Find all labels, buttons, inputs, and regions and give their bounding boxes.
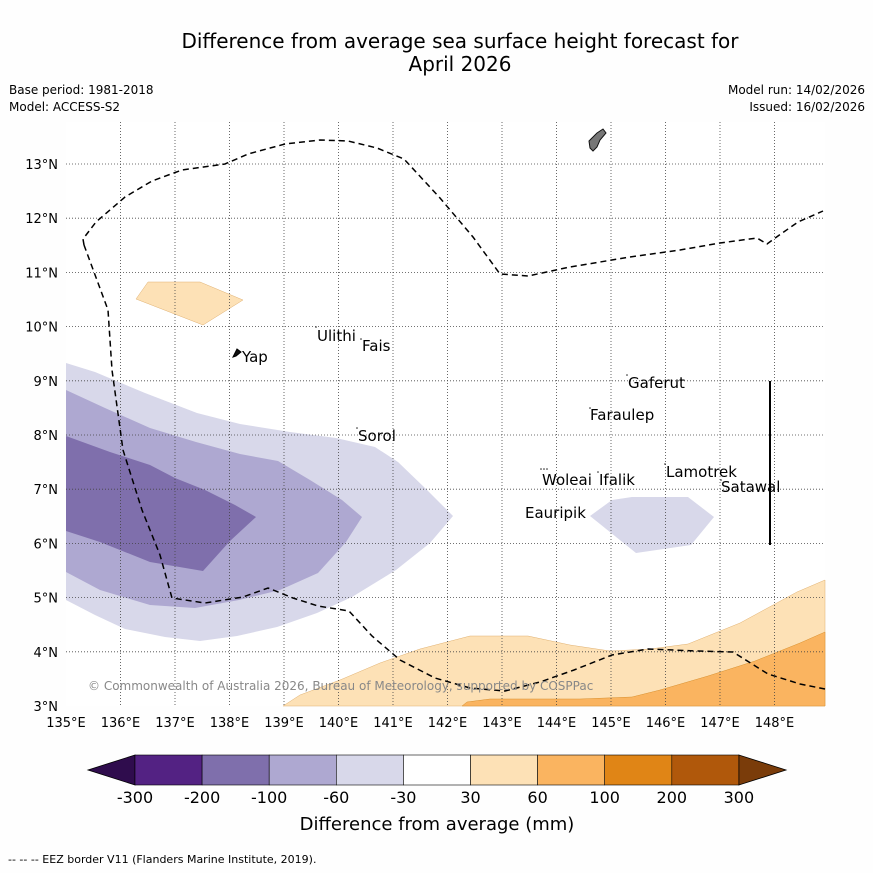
- chart-title-line2: April 2026: [408, 52, 512, 76]
- contour-minus30-east: [590, 497, 714, 553]
- lon-tick-label: 140°E: [319, 716, 359, 731]
- yap-island: [232, 348, 242, 358]
- model-run-label: Model run: 14/02/2026: [727, 83, 865, 97]
- eez-legend-footer: -- -- -- EEZ border V11 (Flanders Marine…: [8, 853, 317, 866]
- lon-tick-label: 141°E: [373, 716, 413, 731]
- colorbar-segment: [604, 754, 673, 786]
- latitude-labels: 3°N 4°N 5°N 6°N 7°N 8°N 9°N 10°N 11°N 12°N 13°N: [25, 158, 58, 715]
- colorbar-tick-label: -30: [390, 788, 416, 807]
- colorbar-segment: [403, 754, 471, 786]
- place-gaferut: Gaferut: [628, 374, 685, 392]
- islands: [232, 128, 722, 481]
- issued-label: Issued: 16/02/2026: [749, 100, 865, 114]
- lat-tick-label: 8°N: [34, 429, 59, 444]
- lat-tick-label: 6°N: [34, 537, 59, 552]
- lon-tick-label: 136°E: [101, 716, 141, 731]
- colorbar-tick-label: 300: [724, 788, 755, 807]
- negative-anomaly-contours: [66, 363, 714, 641]
- lon-tick-label: 145°E: [591, 716, 631, 731]
- lat-tick-label: 13°N: [25, 158, 58, 173]
- contour-minus100-band: [66, 436, 256, 571]
- lat-tick-label: 3°N: [34, 700, 59, 715]
- colorbar-title: Difference from average (mm): [300, 814, 575, 835]
- graticule: [66, 122, 825, 706]
- colorbar-tick-label: -300: [117, 788, 153, 807]
- colorbar-tick-label: 100: [589, 788, 620, 807]
- colorbar-segment: [671, 754, 740, 786]
- lon-tick-label: 143°E: [482, 716, 522, 731]
- place-ulithi: Ulithi: [317, 327, 356, 345]
- place-woleai: Woleai: [542, 471, 592, 489]
- place-satawal: Satawal: [721, 478, 780, 496]
- eez-border: [82, 139, 824, 277]
- eez-border-south: [83, 244, 826, 692]
- place-fais: Fais: [362, 337, 391, 355]
- lon-tick-label: 137°E: [155, 716, 195, 731]
- contour-plus30-south: [282, 579, 826, 707]
- colorbar-extend-low: [86, 754, 136, 786]
- colorbar-segment: [134, 754, 203, 786]
- lon-tick-label: 139°E: [264, 716, 304, 731]
- colorbar-segment: [470, 754, 538, 786]
- colorbar-extend-high: [738, 754, 788, 786]
- lat-tick-label: 11°N: [25, 266, 58, 281]
- lat-tick-label: 9°N: [34, 375, 59, 390]
- lat-tick-label: 5°N: [34, 592, 59, 607]
- base-period-label: Base period: 1981-2018: [9, 83, 154, 97]
- positive-anomaly-contours: [135, 281, 826, 707]
- place-sorol: Sorol: [358, 427, 396, 445]
- lon-tick-label: 138°E: [210, 716, 250, 731]
- model-label: Model: ACCESS-S2: [9, 100, 121, 114]
- lat-tick-label: 7°N: [34, 483, 59, 498]
- colorbar-segment: [537, 754, 605, 786]
- lon-tick-label: 148°E: [755, 716, 795, 731]
- colorbar-tick-label: 60: [527, 788, 547, 807]
- lon-tick-label: 144°E: [537, 716, 577, 731]
- place-faraulep: Faraulep: [590, 406, 654, 424]
- lon-tick-label: 146°E: [646, 716, 686, 731]
- place-ifalik: Ifalik: [599, 471, 635, 489]
- lat-tick-label: 10°N: [25, 321, 58, 336]
- colorbar-tick-label: -200: [184, 788, 220, 807]
- guam-island: [588, 128, 607, 152]
- colorbar-tick-label: -100: [251, 788, 287, 807]
- colorbar-segment: [201, 754, 270, 786]
- contour-plus30-north: [135, 281, 244, 326]
- longitude-labels: 135°E 136°E 137°E 138°E 139°E 140°E 141°E 142°E…: [46, 716, 794, 731]
- place-yap: Yap: [241, 348, 268, 366]
- lon-tick-label: 135°E: [46, 716, 86, 731]
- colorbar-segment: [268, 754, 337, 786]
- lon-tick-label: 142°E: [428, 716, 468, 731]
- chart-title-line1: Difference from average sea surface heig…: [181, 29, 739, 53]
- colorbar-tick-label: 200: [657, 788, 688, 807]
- colorbar-tick-label: -60: [323, 788, 349, 807]
- lon-tick-label: 147°E: [700, 716, 740, 731]
- lat-tick-label: 12°N: [25, 212, 58, 227]
- atoll-dots: [315, 326, 722, 481]
- contour-plus60-south: [461, 631, 826, 707]
- colorbar-segment: [335, 754, 404, 786]
- place-lamotrek: Lamotrek: [666, 463, 737, 481]
- place-eauripik: Eauripik: [525, 504, 586, 522]
- lat-tick-label: 4°N: [34, 646, 59, 661]
- copyright-text: © Commonwealth of Australia 2026, Bureau…: [88, 679, 593, 693]
- colorbar-tick-label: 30: [460, 788, 480, 807]
- colorbar: -300 -200 -100 -60 -30 30 60 100 200 300: [86, 754, 788, 807]
